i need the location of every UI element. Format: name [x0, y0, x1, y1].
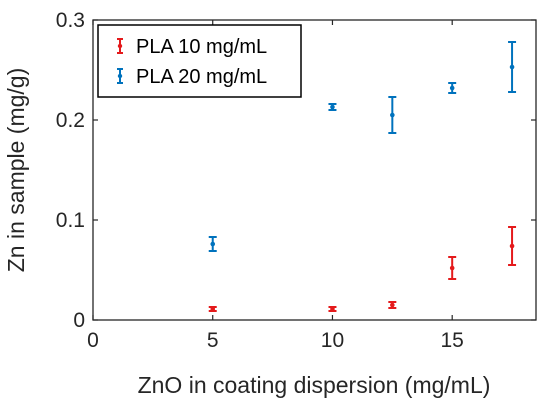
- series-layer: [208, 41, 517, 312]
- ticks-layer: [92, 19, 536, 321]
- series-2: [208, 41, 517, 252]
- plot-frame: [92, 19, 537, 321]
- marker: [449, 85, 455, 91]
- data-point: [448, 82, 457, 94]
- marker: [390, 112, 395, 118]
- x-tick-label: 0: [87, 329, 99, 352]
- y-tick-label: 0.2: [56, 109, 85, 132]
- marker: [509, 243, 515, 249]
- data-point: [328, 306, 337, 312]
- x-tick-label: 15: [441, 329, 464, 352]
- legend-label: PLA 10 mg/mL: [136, 36, 267, 58]
- x-tick-label: 10: [321, 329, 344, 352]
- y-axis-label: Zn in sample (mg/g): [3, 68, 29, 273]
- marker: [330, 104, 335, 110]
- legend-entry: PLA 20 mg/mL: [117, 66, 267, 88]
- marker: [390, 302, 395, 308]
- marker: [449, 265, 455, 271]
- data-point: [448, 256, 457, 280]
- legend-box: [97, 24, 302, 98]
- legend-marker: [117, 43, 123, 49]
- data-point: [388, 301, 397, 309]
- x-tick-label: 5: [207, 329, 219, 352]
- marker: [210, 241, 216, 247]
- data-point: [208, 306, 217, 312]
- legend: PLA 10 mg/mL PLA 20 mg/mL: [97, 24, 302, 98]
- data-point: [388, 96, 397, 134]
- y-tick-label: 0.1: [56, 209, 85, 232]
- y-tick-label: 0.3: [56, 9, 85, 32]
- legend-label: PLA 20 mg/mL: [136, 66, 267, 88]
- tick-labels: 0 5 10 15 0 0.1 0.2 0.3: [56, 9, 464, 352]
- marker: [210, 306, 216, 312]
- data-point: [508, 41, 517, 93]
- y-tick-label: 0: [73, 309, 85, 332]
- data-point: [208, 236, 217, 252]
- x-axis-label: ZnO in coating dispersion (mg/mL): [138, 372, 491, 398]
- legend-marker: [117, 73, 123, 79]
- series-1: [208, 226, 517, 312]
- legend-entry: PLA 10 mg/mL: [117, 36, 267, 58]
- legend-entries: PLA 10 mg/mL PLA 20 mg/mL: [117, 36, 267, 88]
- marker: [509, 64, 515, 70]
- marker: [330, 306, 335, 312]
- data-point: [508, 226, 517, 266]
- data-point: [328, 103, 337, 111]
